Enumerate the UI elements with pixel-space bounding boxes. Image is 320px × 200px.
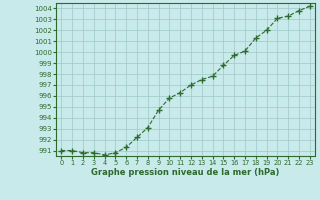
X-axis label: Graphe pression niveau de la mer (hPa): Graphe pression niveau de la mer (hPa) <box>92 168 280 177</box>
